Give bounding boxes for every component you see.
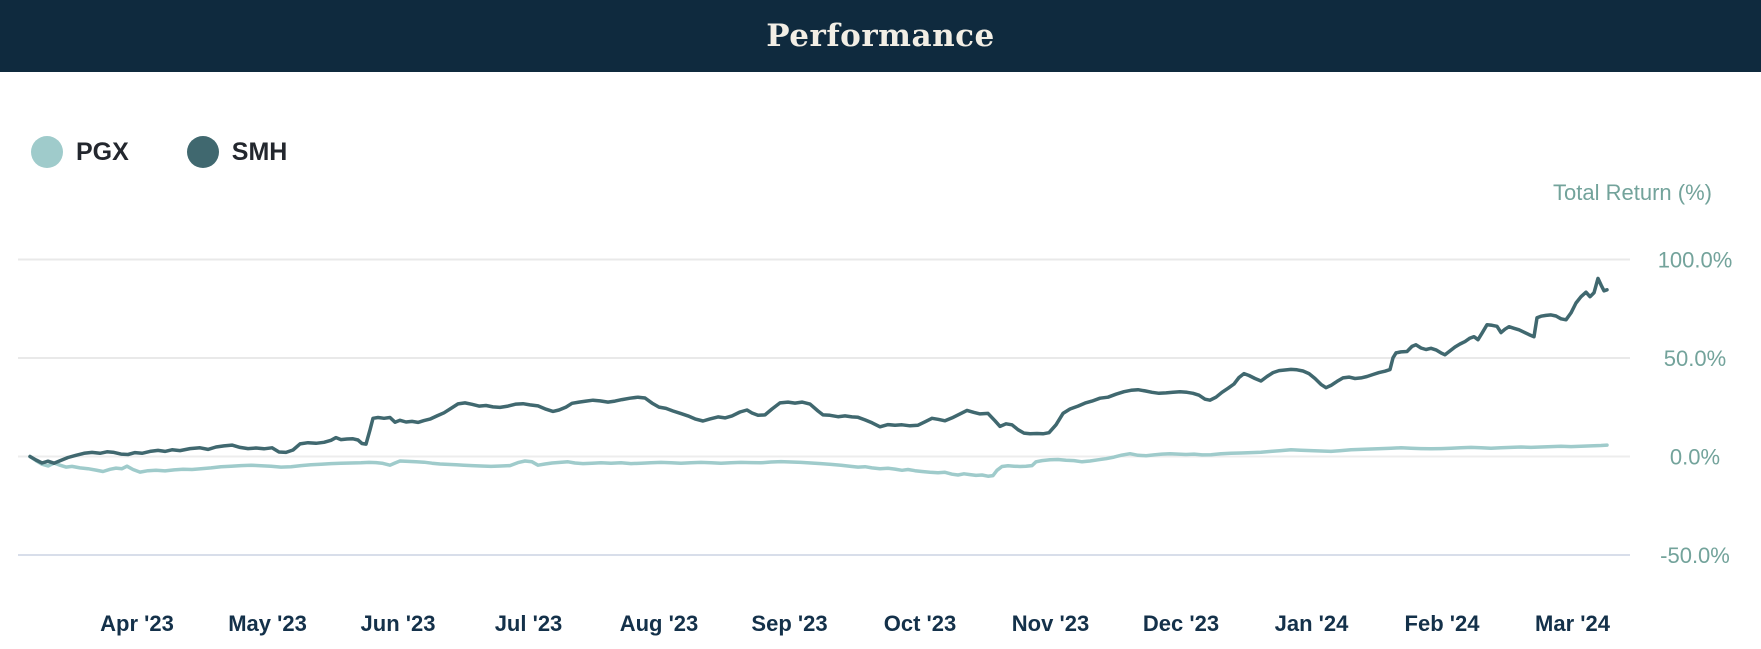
smh-series-dot-icon xyxy=(186,136,219,168)
smh-line[interactable] xyxy=(28,276,1609,465)
performance-header: Performance xyxy=(0,0,1761,72)
y-axis-title: Total Return (%) xyxy=(1553,180,1712,205)
y-tick-label: 0.0% xyxy=(1670,445,1720,470)
x-tick-label: May '23 xyxy=(228,611,307,636)
legend-label-pgx: PGX xyxy=(76,137,129,166)
x-tick-label: Jun '23 xyxy=(361,611,436,636)
x-tick-label: Jan '24 xyxy=(1275,611,1349,636)
x-tick-label: Jul '23 xyxy=(495,611,563,636)
x-tick-label: Sep '23 xyxy=(751,611,827,636)
legend-label-smh: SMH xyxy=(231,137,288,166)
x-tick-label: Oct '23 xyxy=(884,611,957,636)
chart-legend: PGX SMH xyxy=(31,135,345,169)
x-tick-label: Apr '23 xyxy=(100,611,174,636)
x-tick-label: Dec '23 xyxy=(1143,611,1219,636)
pgx-series-dot-icon xyxy=(31,136,63,168)
y-tick-label: 100.0% xyxy=(1658,248,1733,273)
y-tick-label: -50.0% xyxy=(1660,543,1730,568)
legend-item-pgx[interactable]: PGX xyxy=(31,136,129,168)
page-title: Performance xyxy=(766,18,995,54)
x-tick-label: Aug '23 xyxy=(620,611,699,636)
x-tick-label: Nov '23 xyxy=(1012,611,1089,636)
x-tick-label: Feb '24 xyxy=(1405,611,1481,636)
x-tick-label: Mar '24 xyxy=(1535,611,1611,636)
y-tick-label: 50.0% xyxy=(1664,346,1726,371)
legend-item-smh[interactable]: SMH xyxy=(186,136,288,168)
pgx-line[interactable] xyxy=(28,443,1609,478)
